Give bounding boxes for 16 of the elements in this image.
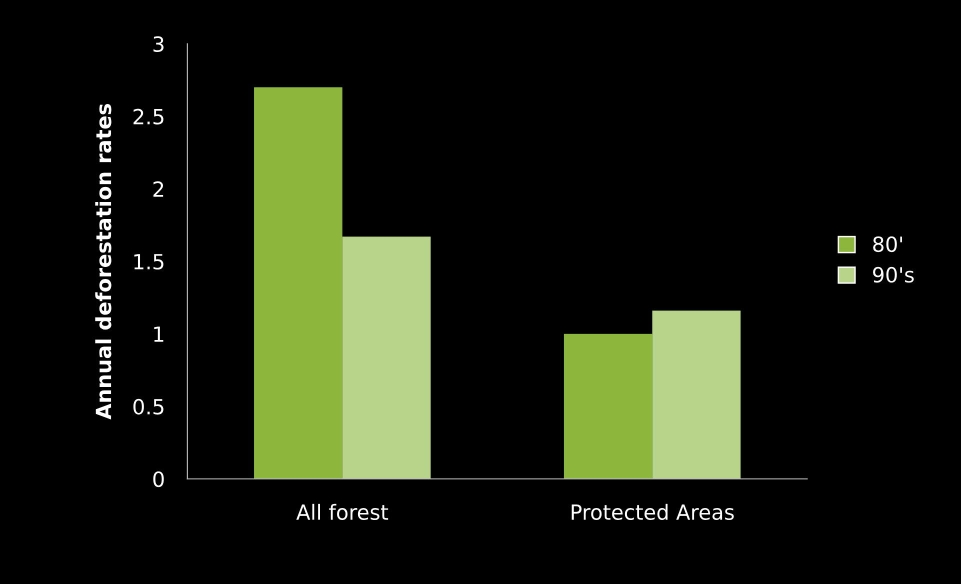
y-tick-label: 0 — [153, 471, 164, 488]
legend-label: 80' — [873, 236, 902, 252]
x-tick-label: All forest — [296, 504, 388, 520]
y-tick-label: 1 — [154, 326, 164, 342]
y-tick-label: 0.5 — [133, 398, 164, 415]
x-tick-label: Protected Areas — [572, 504, 734, 520]
bar — [652, 310, 741, 479]
bar — [564, 334, 652, 479]
y-tick-label: 3 — [154, 36, 164, 52]
y-tick-label: 2.5 — [134, 108, 164, 125]
y-tick-label: 2 — [153, 181, 164, 197]
bar — [254, 87, 342, 479]
legend-label: 90's — [873, 266, 914, 283]
bar — [342, 236, 431, 479]
y-axis-title: Annual deforestation rates — [95, 104, 112, 420]
y-tick-label: 1.5 — [134, 254, 164, 270]
